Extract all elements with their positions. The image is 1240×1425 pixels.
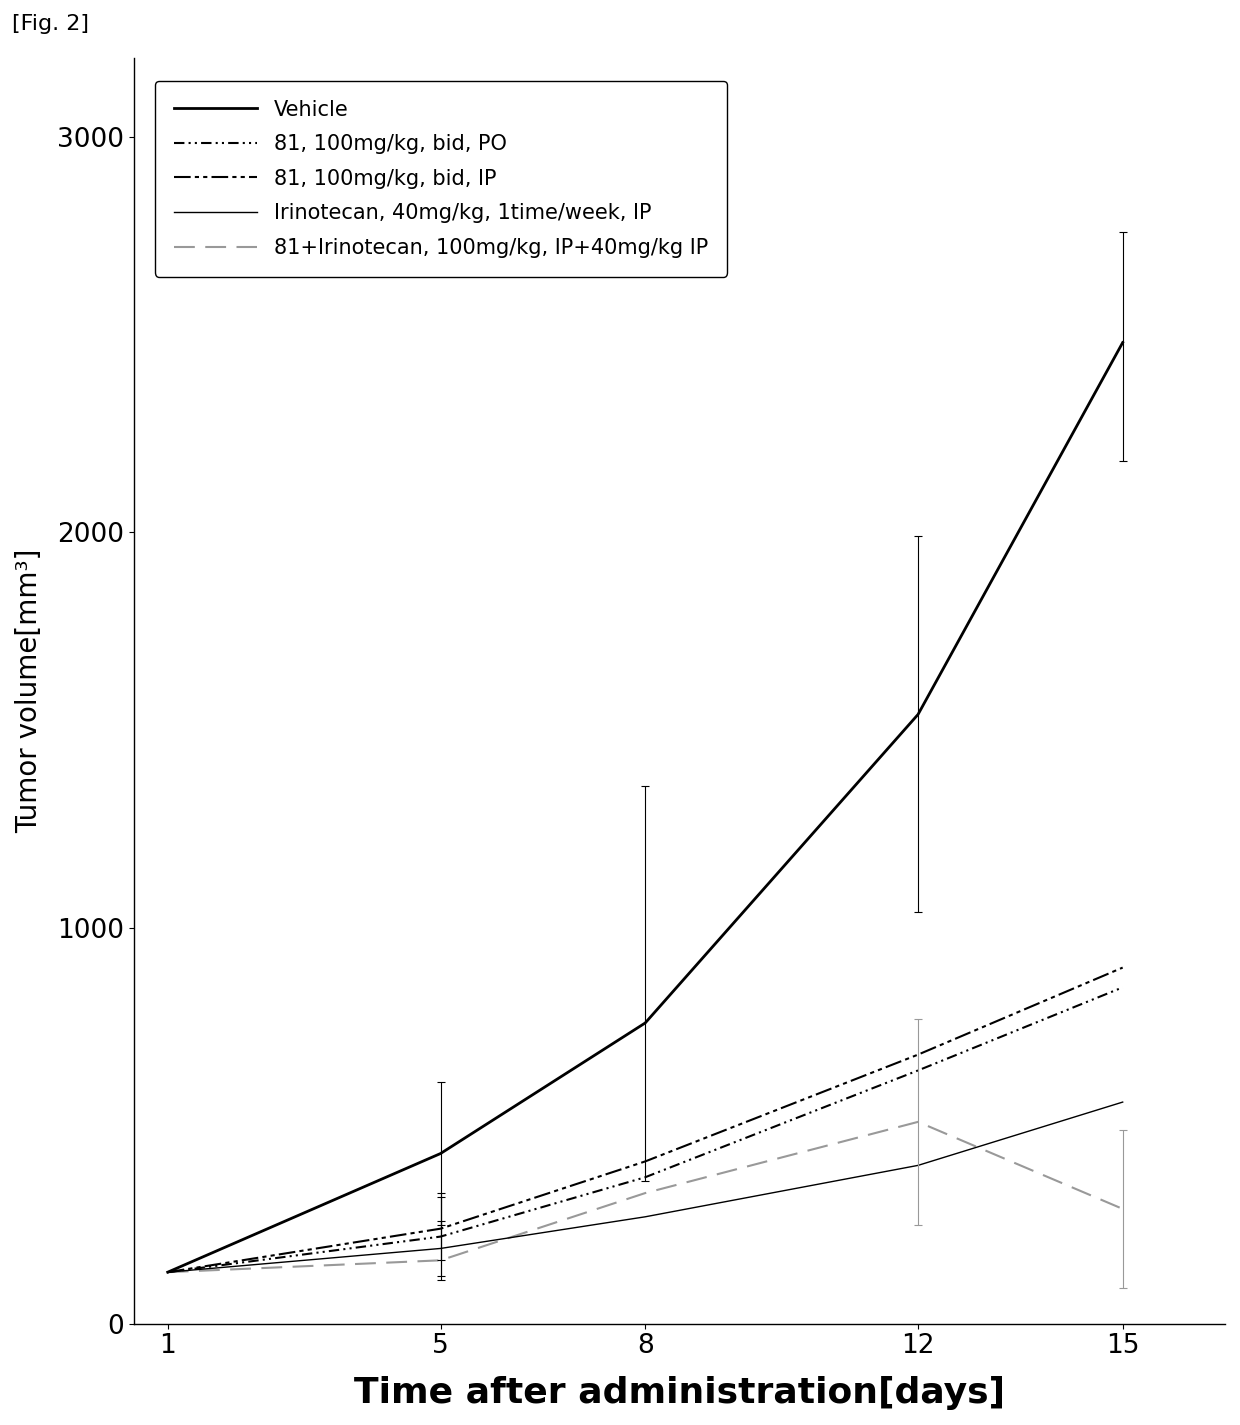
Text: [Fig. 2]: [Fig. 2] (12, 14, 89, 34)
Legend: Vehicle, 81, 100mg/kg, bid, PO, 81, 100mg/kg, bid, IP, Irinotecan, 40mg/kg, 1tim: Vehicle, 81, 100mg/kg, bid, PO, 81, 100m… (155, 81, 727, 276)
Y-axis label: Tumor volume[mm³]: Tumor volume[mm³] (15, 549, 43, 832)
X-axis label: Time after administration[days]: Time after administration[days] (353, 1377, 1004, 1409)
